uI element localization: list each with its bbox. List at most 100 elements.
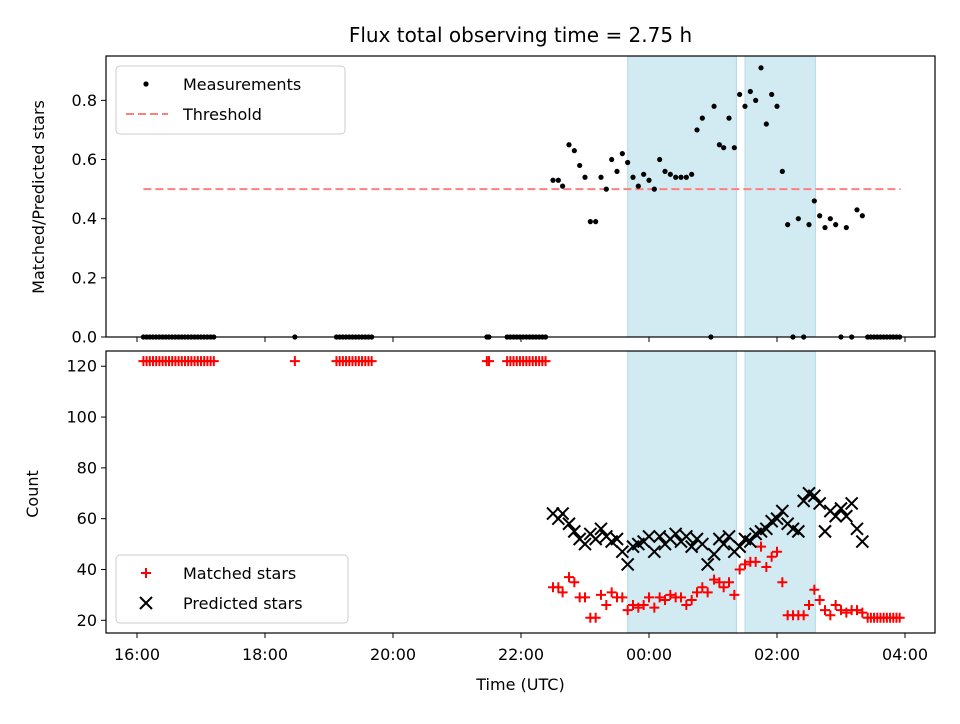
data-point [852, 605, 862, 616]
data-point [795, 216, 801, 222]
data-point [804, 600, 814, 611]
data-point [686, 594, 697, 605]
data-point [828, 509, 843, 523]
data-point [668, 527, 683, 541]
data-point [580, 592, 590, 603]
data-point [753, 97, 759, 103]
data-point [603, 186, 609, 192]
chart-title: Flux total observing time = 2.75 h [349, 23, 692, 47]
data-point [812, 496, 827, 511]
legend-label: Matched stars [183, 564, 296, 583]
y-tick-label: 100 [66, 408, 97, 427]
data-point [716, 142, 723, 148]
data-point [571, 148, 577, 154]
x-tick-label: 18:00 [242, 645, 288, 664]
shaded-region-1 [744, 350, 816, 634]
data-point [660, 594, 670, 605]
data-point [557, 587, 568, 598]
x-tick-label: 00:00 [626, 645, 672, 664]
data-point [635, 183, 641, 189]
data-point [567, 524, 582, 539]
data-point [540, 356, 551, 367]
data-point [651, 186, 657, 192]
data-point [766, 551, 777, 562]
legend-marker [143, 81, 149, 87]
series-predicted-stars [546, 486, 870, 572]
data-point [366, 356, 377, 367]
data-point [798, 610, 809, 621]
data-point [641, 171, 647, 177]
data-point [617, 592, 628, 603]
data-point [769, 91, 775, 98]
data-point [638, 600, 649, 611]
data-point [692, 587, 702, 598]
legend-label: Threshold [182, 105, 262, 124]
data-point [724, 577, 734, 588]
data-point [695, 537, 710, 551]
data-point [700, 557, 715, 572]
data-point [652, 529, 667, 544]
data-point [777, 577, 788, 588]
data-point [774, 103, 780, 109]
data-point [555, 177, 561, 183]
data-point [806, 222, 812, 228]
data-point [647, 544, 662, 559]
data-point [722, 529, 736, 544]
bottom-panel: 20 40 60 80 100 120 16:00 18:00 20:00 22:00 00:00 0… [66, 350, 936, 664]
data-point [615, 544, 630, 559]
data-point [721, 145, 727, 151]
data-point [761, 561, 772, 572]
data-point [711, 103, 717, 109]
data-point [843, 224, 849, 231]
data-point [844, 496, 859, 511]
data-point [729, 589, 740, 600]
data-point [578, 537, 592, 551]
data-point [732, 539, 747, 554]
y-tick-label: 60 [77, 509, 97, 528]
y-tick-label: 20 [77, 611, 97, 630]
data-point [894, 612, 905, 623]
data-point [553, 582, 564, 593]
data-point [742, 103, 748, 109]
y-tick-label: 0.0 [72, 328, 97, 347]
data-point [740, 559, 750, 570]
x-tick-label: 20:00 [370, 645, 416, 664]
y-tick-label: 80 [77, 458, 97, 477]
legend-label: Predicted stars [183, 594, 303, 613]
data-point [827, 216, 833, 222]
shaded-region-1 [744, 55, 816, 338]
data-point [684, 539, 699, 554]
data-point [644, 592, 654, 603]
data-point [807, 489, 822, 503]
data-point [566, 142, 572, 148]
data-point [839, 509, 854, 523]
data-point [683, 174, 689, 180]
data-point [817, 213, 823, 219]
data-point [587, 219, 593, 225]
data-point [657, 156, 663, 163]
data-point [620, 557, 635, 572]
data-point [775, 504, 790, 518]
data-point [836, 605, 846, 616]
data-point [642, 529, 656, 544]
data-point [697, 582, 708, 593]
data-point [857, 607, 868, 618]
data-point [756, 541, 766, 552]
data-point [596, 589, 606, 600]
series-matched-stars [138, 356, 905, 623]
data-point [289, 356, 300, 367]
data-point [484, 356, 494, 367]
data-point [622, 605, 633, 616]
y-tick-label: 40 [77, 560, 97, 579]
data-point [633, 602, 644, 613]
y-tick-label: 120 [66, 357, 97, 376]
data-point [606, 587, 617, 598]
data-point [718, 582, 729, 593]
data-point [747, 88, 753, 95]
data-point [737, 91, 743, 98]
data-point [814, 594, 825, 605]
data-point [569, 577, 580, 588]
data-point [758, 65, 764, 71]
data-point [577, 162, 583, 169]
data-point [791, 524, 806, 539]
